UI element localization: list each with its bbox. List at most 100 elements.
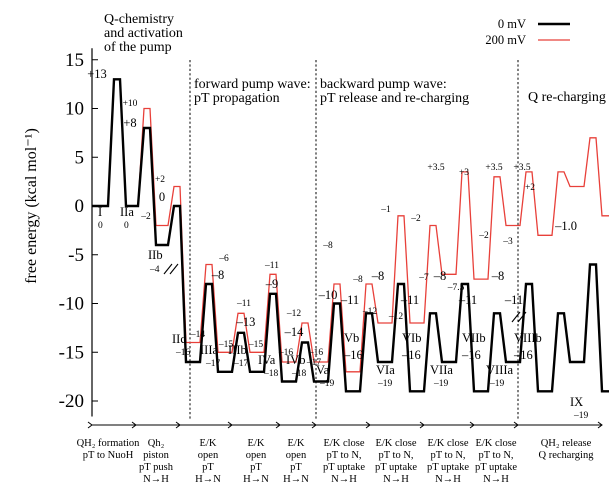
value-label: –7.5 bbox=[447, 283, 465, 293]
state-label: IIIa bbox=[200, 343, 218, 357]
legend-label: 0 mV bbox=[498, 17, 526, 31]
data-labels: I 0 IIa 0 IIb –4 IIc –16 IIIa –17 IIIb –17 IVa –18 IVb… bbox=[87, 67, 588, 421]
state-label: –16 bbox=[461, 348, 481, 362]
value-label: +8 bbox=[123, 116, 136, 130]
step-label-5: E/K close pT to N, pT uptake N→H bbox=[323, 438, 365, 484]
value-label: +3.5 bbox=[485, 163, 502, 173]
state-label: –16 bbox=[401, 348, 421, 362]
step-arrow-head bbox=[311, 421, 317, 429]
step-arrow-head bbox=[469, 421, 475, 429]
state-label: –16 bbox=[343, 348, 363, 362]
phase-header-2: backward pump wave: pT release and re-cha… bbox=[320, 77, 469, 106]
value-label: –6 bbox=[218, 254, 229, 264]
legend: 0 mV 200 mV bbox=[485, 17, 570, 47]
value-label: –8 bbox=[433, 269, 447, 283]
phase-header-1: forward pump wave: pT propagation bbox=[194, 77, 311, 106]
phase-header-3: Q re-charging bbox=[528, 90, 606, 105]
value-label: –8 bbox=[322, 241, 333, 251]
step-label-4: E/K open pT H→N bbox=[283, 438, 309, 484]
y-tick-label: 0 bbox=[75, 196, 85, 217]
value-label: –10 bbox=[318, 288, 338, 302]
y-tick-label: 10 bbox=[65, 99, 84, 120]
value-label: –8 bbox=[211, 268, 225, 282]
value-label: –15 bbox=[248, 340, 264, 350]
value-label: +3 bbox=[459, 168, 469, 178]
y-axis-label: free energy (kcal mol⁻¹) bbox=[23, 128, 40, 284]
state-label: IIIb bbox=[228, 343, 247, 357]
value-label: –16 bbox=[278, 348, 294, 358]
value-label: –3 bbox=[502, 237, 513, 247]
state-label: –19 bbox=[573, 411, 589, 421]
y-tick-label: -10 bbox=[59, 294, 84, 315]
step-arrow-head bbox=[227, 421, 233, 429]
value-label: –2 bbox=[140, 212, 151, 222]
axis-break-mark bbox=[517, 311, 527, 323]
value-label: +2 bbox=[155, 175, 165, 185]
value-label: –2 bbox=[478, 231, 489, 241]
y-tick-label: -5 bbox=[68, 245, 84, 266]
phase-dividers bbox=[189, 60, 519, 420]
value-label: –9 bbox=[265, 277, 279, 291]
value-label: –11 bbox=[504, 293, 523, 307]
value-label: +10 bbox=[123, 99, 138, 109]
value-label: –2 bbox=[410, 214, 421, 224]
value-label: –1 bbox=[380, 205, 391, 215]
legend-label: 200 mV bbox=[485, 33, 526, 47]
series-lines bbox=[92, 78, 609, 393]
value-label: –7 bbox=[418, 273, 429, 283]
state-label: –19 bbox=[433, 379, 449, 389]
y-tick-label: 15 bbox=[65, 50, 84, 71]
value-label: –11 bbox=[264, 261, 279, 271]
value-label: –12 bbox=[388, 312, 404, 322]
state-label: –18 bbox=[291, 369, 307, 379]
axis-break-mark bbox=[163, 263, 173, 275]
y-axis: -20 -15 -10 -5 0 5 10 15 free energy (kcal mol⁻¹… bbox=[23, 48, 98, 417]
value-label: –15 bbox=[218, 340, 234, 350]
state-label: IX bbox=[570, 395, 583, 409]
value-label: +13 bbox=[87, 67, 107, 81]
state-label: VIIa bbox=[430, 363, 453, 377]
step-label-3: E/K open pT H→N bbox=[243, 438, 269, 484]
step-label-9: QH₂ release Q recharging bbox=[539, 438, 595, 461]
value-label: –12 bbox=[362, 307, 378, 317]
value-label: –13 bbox=[236, 315, 256, 329]
state-label: VIb bbox=[402, 331, 421, 345]
state-label: –16 bbox=[175, 348, 191, 358]
value-label: –11 bbox=[458, 293, 477, 307]
value-label: –14 bbox=[190, 330, 206, 340]
value-label: –11 bbox=[400, 293, 419, 307]
step-label-6: E/K close pT to N, pT uptake N→H bbox=[375, 438, 417, 484]
state-label: –19 bbox=[489, 379, 505, 389]
state-label: –4 bbox=[149, 265, 160, 275]
state-label: IIc bbox=[172, 332, 186, 346]
value-label: –16 bbox=[308, 348, 324, 358]
series-line-200mv bbox=[92, 78, 609, 373]
value-label: +3.5 bbox=[513, 163, 530, 173]
step-arrow-head bbox=[513, 421, 519, 429]
y-tick-label: -20 bbox=[59, 391, 84, 412]
state-label: VIa bbox=[376, 363, 395, 377]
step-arrow-head bbox=[597, 421, 603, 429]
state-label: –19 bbox=[319, 379, 335, 389]
state-label: IIb bbox=[148, 248, 163, 262]
state-label: –17 bbox=[205, 359, 221, 369]
state-label: Vb bbox=[344, 331, 359, 345]
state-label: IVa bbox=[258, 353, 276, 367]
value-label: –12 bbox=[286, 309, 302, 319]
state-label: 0 bbox=[98, 221, 103, 231]
series-line-0mv bbox=[92, 78, 609, 393]
step-arrow-head bbox=[275, 421, 281, 429]
state-label: Va bbox=[316, 363, 330, 377]
step-arrow-head bbox=[87, 421, 93, 429]
state-label: 0 bbox=[124, 221, 129, 231]
value-label: –11 bbox=[340, 293, 359, 307]
state-label: –17 bbox=[233, 359, 249, 369]
value-label: +3.5 bbox=[427, 163, 444, 173]
state-label: –18 bbox=[263, 369, 279, 379]
state-label: VIIb bbox=[462, 331, 486, 345]
value-label: 0 bbox=[159, 190, 165, 204]
value-label: –8 bbox=[352, 275, 363, 285]
step-arrow-head bbox=[365, 421, 371, 429]
